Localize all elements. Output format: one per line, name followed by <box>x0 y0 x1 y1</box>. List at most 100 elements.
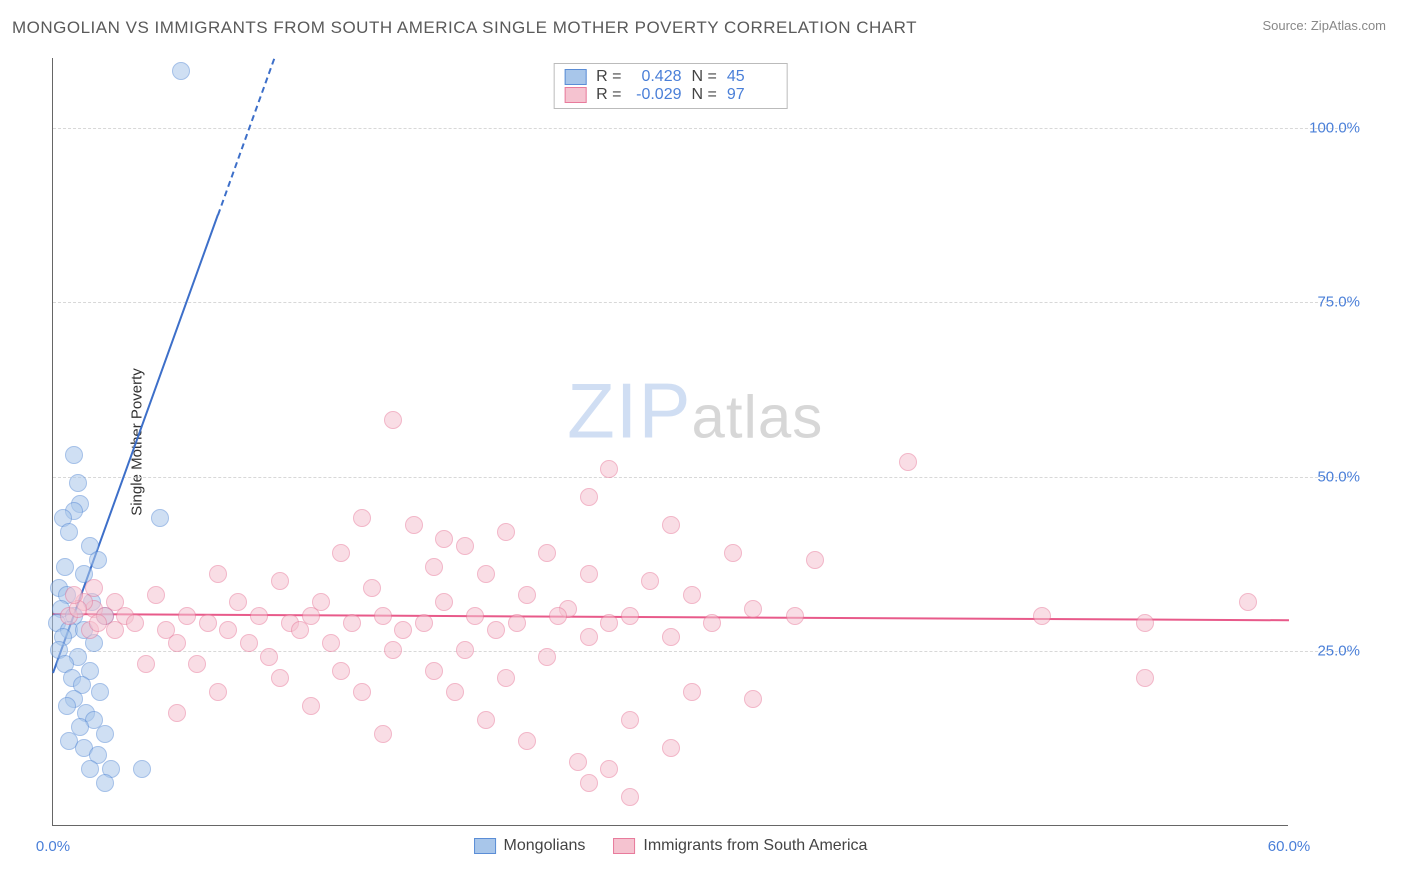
data-point <box>580 628 598 646</box>
data-point <box>126 614 144 632</box>
data-point <box>899 453 917 471</box>
legend-swatch <box>613 838 635 854</box>
xtick-label: 0.0% <box>36 838 70 855</box>
data-point <box>549 607 567 625</box>
data-point <box>621 711 639 729</box>
data-point <box>91 683 109 701</box>
data-point <box>65 586 83 604</box>
data-point <box>58 697 76 715</box>
data-point <box>621 607 639 625</box>
data-point <box>405 516 423 534</box>
gridline <box>53 302 1348 303</box>
data-point <box>343 614 361 632</box>
data-point <box>106 593 124 611</box>
ytick-label: 50.0% <box>1317 468 1360 485</box>
data-point <box>188 655 206 673</box>
data-point <box>662 628 680 646</box>
data-point <box>133 760 151 778</box>
data-point <box>85 579 103 597</box>
data-point <box>683 586 701 604</box>
data-point <box>1136 669 1154 687</box>
data-point <box>89 551 107 569</box>
data-point <box>425 558 443 576</box>
stat-r-value: 0.428 <box>632 68 682 86</box>
data-point <box>518 732 536 750</box>
stat-r-label: R = <box>596 68 621 86</box>
legend-item: Immigrants from South America <box>613 837 867 855</box>
legend-label: Mongolians <box>504 837 586 855</box>
data-point <box>394 621 412 639</box>
data-point <box>806 551 824 569</box>
data-point <box>600 460 618 478</box>
data-point <box>744 690 762 708</box>
data-point <box>580 774 598 792</box>
data-point <box>353 683 371 701</box>
data-point <box>600 760 618 778</box>
data-point <box>60 523 78 541</box>
data-point <box>199 614 217 632</box>
data-point <box>580 565 598 583</box>
legend-swatch <box>474 838 496 854</box>
data-point <box>322 634 340 652</box>
data-point <box>168 704 186 722</box>
stat-n-label: N = <box>692 86 717 104</box>
data-point <box>65 446 83 464</box>
data-point <box>271 669 289 687</box>
data-point <box>538 648 556 666</box>
data-point <box>69 474 87 492</box>
data-point <box>56 558 74 576</box>
data-point <box>683 683 701 701</box>
data-point <box>446 683 464 701</box>
data-point <box>497 523 515 541</box>
data-point <box>178 607 196 625</box>
data-point <box>786 607 804 625</box>
data-point <box>580 488 598 506</box>
data-point <box>641 572 659 590</box>
data-point <box>456 641 474 659</box>
chart-title: MONGOLIAN VS IMMIGRANTS FROM SOUTH AMERI… <box>12 18 917 38</box>
data-point <box>384 411 402 429</box>
data-point <box>569 753 587 771</box>
data-point <box>621 788 639 806</box>
stats-row: R =-0.029N =97 <box>564 86 777 104</box>
data-point <box>168 634 186 652</box>
data-point <box>466 607 484 625</box>
data-point <box>240 634 258 652</box>
data-point <box>487 621 505 639</box>
data-point <box>662 739 680 757</box>
ytick-label: 25.0% <box>1317 643 1360 660</box>
data-point <box>518 586 536 604</box>
data-point <box>600 614 618 632</box>
data-point <box>1239 593 1257 611</box>
data-point <box>662 516 680 534</box>
data-point <box>744 600 762 618</box>
data-point <box>209 565 227 583</box>
data-point <box>415 614 433 632</box>
ytick-label: 100.0% <box>1309 119 1360 136</box>
data-point <box>250 607 268 625</box>
data-point <box>538 544 556 562</box>
stats-row: R = 0.428 N = 45 <box>564 68 777 86</box>
legend-swatch <box>564 87 586 103</box>
plot-area: Single Mother Poverty ZIPatlas R =0.428N… <box>52 58 1288 826</box>
data-point <box>271 572 289 590</box>
ytick-label: 75.0% <box>1317 294 1360 311</box>
data-point <box>89 614 107 632</box>
data-point <box>703 614 721 632</box>
xtick-label: 60.0% <box>1268 838 1311 855</box>
data-point <box>1033 607 1051 625</box>
data-point <box>435 530 453 548</box>
data-point <box>81 760 99 778</box>
stat-n-label: N = <box>692 68 717 86</box>
stat-n-value: 45 <box>727 68 777 86</box>
gridline <box>53 477 1348 478</box>
watermark-zip: ZIP <box>567 366 691 454</box>
data-point <box>374 607 392 625</box>
data-point <box>497 669 515 687</box>
stat-r-label: R = <box>596 86 621 104</box>
data-point <box>291 621 309 639</box>
bottom-legend: Mongolians Immigrants from South America <box>474 837 868 855</box>
data-point <box>374 725 392 743</box>
data-point <box>425 662 443 680</box>
data-point <box>229 593 247 611</box>
